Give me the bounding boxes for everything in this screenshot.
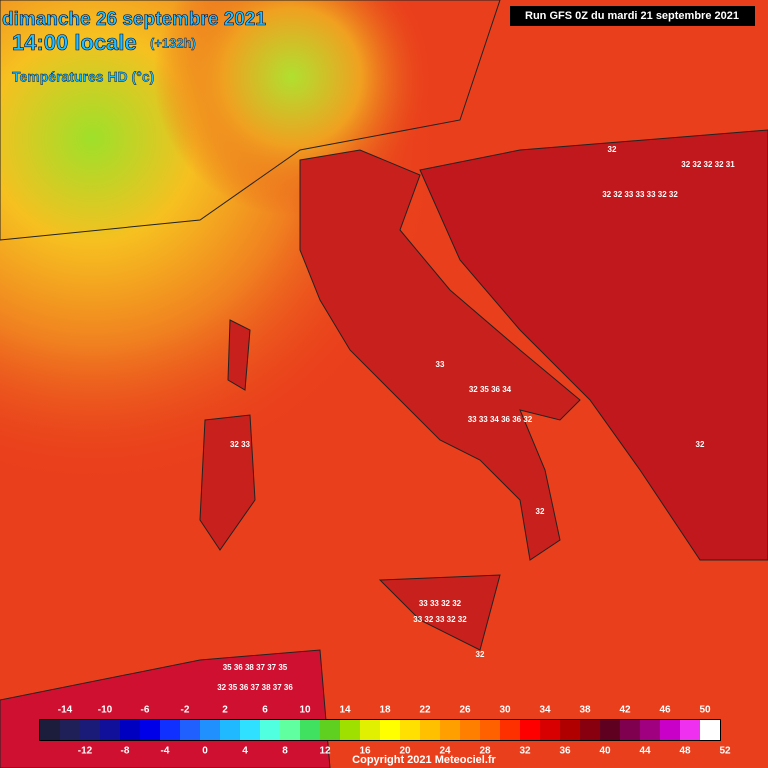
legend-swatch [40, 720, 60, 740]
legend-swatch [580, 720, 600, 740]
legend-swatch [380, 720, 400, 740]
map-value-label: 32 [476, 650, 485, 659]
legend-label: -4 [161, 746, 170, 757]
map-value-label: 32 [696, 440, 705, 449]
legend-swatch [120, 720, 140, 740]
legend-swatch [440, 720, 460, 740]
legend-swatch [540, 720, 560, 740]
legend-swatch [660, 720, 680, 740]
legend-swatch [640, 720, 660, 740]
legend-swatch [680, 720, 700, 740]
legend-label: 38 [579, 705, 591, 716]
lead-time: (+132h) [150, 35, 196, 50]
corsica [227, 319, 251, 391]
legend-swatch [560, 720, 580, 740]
legend-swatch [60, 720, 80, 740]
legend-label: -2 [181, 705, 190, 716]
legend-swatch [460, 720, 480, 740]
time: 14:00 locale [12, 30, 137, 55]
map-value-label: 32 [536, 507, 545, 516]
legend-label: 28 [479, 746, 491, 757]
legend-swatch [80, 720, 100, 740]
map-labels: 32 32 32 32 32 31 32 32 33 33 33 32 32 33 32… [217, 145, 735, 692]
legend-label: 6 [262, 705, 268, 716]
legend-label: 14 [339, 705, 351, 716]
sicily [378, 574, 501, 651]
legend-swatch [240, 720, 260, 740]
legend-swatch [520, 720, 540, 740]
map-value-label: 32 33 [230, 440, 251, 449]
legend-label: 18 [379, 705, 391, 716]
legend: -14 -10 -6 -2 2 6 10 14 18 22 26 30 34 38 42 46 50-12 -8-… [39, 705, 731, 757]
map-value-label: 33 32 33 32 32 [413, 615, 467, 624]
date: dimanche 26 septembre 2021 [2, 9, 266, 30]
legend-label: 16 [359, 746, 371, 757]
legend-label: 30 [499, 705, 511, 716]
legend-label: -12 [78, 746, 93, 757]
legend-swatch [420, 720, 440, 740]
legend-swatch [360, 720, 380, 740]
legend-label: 48 [679, 746, 691, 757]
copyright: Copyright 2021 Meteociel.fr [352, 754, 496, 766]
legend-label: -6 [141, 705, 150, 716]
legend-swatch [620, 720, 640, 740]
run-info: Run GFS 0Z du mardi 21 septembre 2021 [525, 10, 739, 22]
legend-swatch [500, 720, 520, 740]
map-value-label: 33 33 34 36 36 32 [468, 415, 533, 424]
legend-label: 22 [419, 705, 431, 716]
legend-swatch [300, 720, 320, 740]
legend-swatch [160, 720, 180, 740]
run-box [510, 6, 755, 26]
legend-label: 24 [439, 746, 451, 757]
field-name: Températures HD (°c) [12, 69, 154, 85]
legend-swatch [600, 720, 620, 740]
legend-label: 0 [202, 746, 208, 757]
map-value-label: 32 32 32 32 31 [681, 160, 735, 169]
map-value-label: 33 33 32 32 [419, 599, 462, 608]
map-value-label: 33 [436, 360, 445, 369]
legend-label: 36 [559, 746, 571, 757]
legend-swatch [180, 720, 200, 740]
legend-label: 44 [639, 746, 651, 757]
legend-swatch [480, 720, 500, 740]
legend-label: 42 [619, 705, 631, 716]
map-value-label: 32 32 33 33 33 32 32 [602, 190, 678, 199]
legend-label: 34 [539, 705, 551, 716]
legend-label: 26 [459, 705, 471, 716]
sardinia [199, 414, 256, 551]
legend-label: 20 [399, 746, 411, 757]
map-value-label: 32 35 36 34 [469, 385, 512, 394]
map-value-label: 32 35 36 37 38 37 36 [217, 683, 293, 692]
legend-swatch [320, 720, 340, 740]
legend-swatch [280, 720, 300, 740]
map-value-label: 32 [608, 145, 617, 154]
legend-label: 2 [222, 705, 228, 716]
legend-swatch [220, 720, 240, 740]
legend-label: -8 [121, 746, 130, 757]
legend-label: 12 [319, 746, 331, 757]
legend-label: 46 [659, 705, 671, 716]
italy [299, 149, 581, 561]
balkans [419, 129, 768, 561]
legend-label: 52 [719, 746, 731, 757]
legend-label: 50 [699, 705, 711, 716]
legend-swatch [140, 720, 160, 740]
legend-swatch [100, 720, 120, 740]
legend-swatch [700, 720, 720, 740]
legend-label: -14 [58, 705, 73, 716]
legend-label: 8 [282, 746, 288, 757]
legend-swatch [260, 720, 280, 740]
legend-swatch [400, 720, 420, 740]
legend-swatch [200, 720, 220, 740]
legend-swatch [340, 720, 360, 740]
legend-label: 10 [299, 705, 311, 716]
legend-label: 4 [242, 746, 248, 757]
legend-label: 32 [519, 746, 531, 757]
map-value-label: 35 36 38 37 37 35 [223, 663, 288, 672]
coastline-north [0, 0, 501, 241]
legend-label: 40 [599, 746, 611, 757]
legend-label: -10 [98, 705, 113, 716]
